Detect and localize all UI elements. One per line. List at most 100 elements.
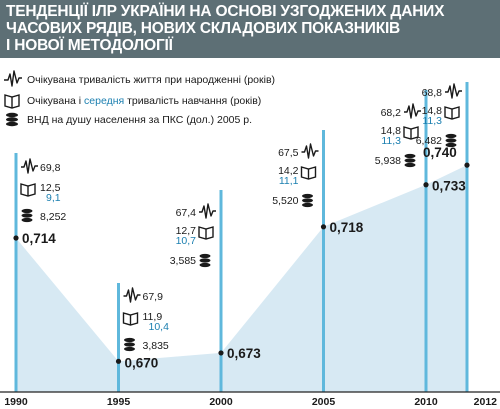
- x-tick-1990: 1990: [4, 396, 28, 408]
- expected-schooling-2012: 14,8: [422, 105, 443, 117]
- gni-icon-2000-coin-2: [199, 262, 211, 268]
- gni-icon-2010: [404, 153, 416, 168]
- life-icon-1990: [21, 158, 38, 174]
- hdi-point-1995: [115, 358, 122, 364]
- life-value-2005: 67,5: [278, 147, 299, 159]
- gni-value-2010: 5,938: [375, 155, 401, 167]
- gni-icon-1995-coin-2: [124, 346, 135, 352]
- life-value-2010: 68,2: [381, 107, 402, 119]
- hdi-point-2000: [218, 350, 224, 356]
- mean-schooling-2000: 10,7: [176, 235, 197, 247]
- hdi-point-2010: [423, 182, 429, 188]
- chart-title-line-2: ЧАСОВИХ РЯДІВ, НОВИХ СКЛАДОВИХ ПОКАЗНИКІ…: [6, 20, 401, 37]
- hdi-label-2005: 0,718: [330, 220, 364, 235]
- expected-schooling-1990: 12,5: [40, 182, 61, 194]
- x-tick-2000: 2000: [209, 396, 233, 408]
- expected-schooling-2005: 14,2: [278, 165, 299, 177]
- gni-icon-1995-coin-0: [124, 337, 135, 343]
- gni-icon-1995: [124, 337, 135, 352]
- life-icon-2010: [404, 103, 421, 119]
- life-value-1990: 69,8: [40, 162, 61, 174]
- gni-icon-2005: [302, 193, 313, 208]
- gni-icon-2012-coin-2: [445, 142, 457, 148]
- title-banner: ТЕНДЕНЦІЇ ІЛР УКРАЇНИ НА ОСНОВІ УЗГОДЖЕН…: [0, 0, 500, 58]
- gni-icon-2000-coin-1: [199, 258, 211, 263]
- expected-schooling-1995: 11,9: [143, 311, 163, 323]
- hdi-label-2012: 0,740: [423, 145, 457, 160]
- year-bar-2012: [465, 82, 469, 392]
- chart-title-line-3: І НОВОЇ МЕТОДОЛОГІЇ: [6, 37, 173, 54]
- year-bar-2005: [322, 130, 325, 392]
- legend: Очікувана тривалість життя при народженн…: [4, 70, 275, 127]
- year-bar-1990: [14, 153, 18, 392]
- gni-icon-1990-coin-0: [21, 208, 33, 214]
- gni-icon-2012-coin-0: [445, 133, 457, 139]
- gni-icon-1995-coin-1: [124, 342, 135, 347]
- gni-icon-2005-coin-0: [302, 193, 313, 199]
- life-value-2012: 68,8: [422, 87, 443, 99]
- life-icon-2005: [301, 143, 319, 159]
- legend-gni-label: ВНД на душу населення за ПКС (дол.) 2005…: [27, 114, 252, 126]
- gni-value-2005: 5,520: [272, 195, 298, 207]
- year-bar-1995: [117, 283, 120, 392]
- x-tick-1995: 1995: [107, 396, 131, 408]
- edu-icon-2005: [300, 166, 317, 180]
- x-tick-2012: 2012: [474, 396, 498, 408]
- mean-schooling-1990: 9,1: [46, 192, 61, 204]
- legend-edu-prefix: Очікувана і: [27, 95, 81, 107]
- plot-area: 0,714 0,670 0,673 0,718 0,733 0,740 1990 1995 20…: [0, 82, 500, 408]
- mean-schooling-2005: 11,1: [279, 175, 299, 187]
- gni-icon-1990-coin-1: [21, 213, 33, 218]
- gni-value-1990: 8,252: [40, 211, 66, 223]
- gni-value-2012: 6,482: [416, 135, 442, 147]
- legend-heartbeat-icon: [4, 70, 22, 87]
- edu-icon-2000: [198, 226, 214, 240]
- hdi-label-2010: 0,733: [432, 179, 466, 194]
- edu-icon-1995: [122, 312, 139, 326]
- mean-schooling-2012: 11,3: [422, 115, 442, 127]
- hdi-label-1995: 0,670: [125, 355, 159, 370]
- edu-icon-2010: [403, 126, 419, 140]
- hdi-point-2012: [464, 162, 470, 168]
- mean-schooling-1995: 10,4: [149, 321, 170, 333]
- legend-life-label: Очікувана тривалість життя при народженн…: [27, 74, 275, 86]
- expected-schooling-2000: 12,7: [176, 225, 197, 237]
- gni-icon-2012-coin-1: [445, 138, 457, 143]
- gni-value-2000: 3,585: [170, 255, 196, 267]
- gni-value-1995: 3,835: [143, 340, 169, 352]
- x-tick-2010: 2010: [414, 396, 438, 408]
- gni-icon-2000: [199, 253, 211, 268]
- year-bar-2000: [219, 190, 223, 392]
- gni-icon-2005-coin-2: [302, 202, 313, 208]
- edu-icon-1990: [20, 183, 36, 197]
- gni-icon-2010-coin-2: [404, 162, 416, 168]
- legend-book-icon: [4, 94, 20, 109]
- hdi-point-2005: [320, 224, 327, 230]
- life-icon-1995: [123, 287, 141, 303]
- hdi-area: [16, 165, 467, 392]
- mean-schooling-2010: 11,3: [381, 135, 401, 147]
- legend-edu-accent: середня: [84, 95, 124, 107]
- legend-coins-icon: [6, 112, 18, 127]
- life-icon-2000: [199, 203, 216, 219]
- legend-edu-suffix: тривалість навчання (років): [127, 95, 261, 107]
- life-icon-2012: [445, 83, 462, 99]
- svg-text:Очікувана і середня: Очікувана і середня тривалість навчання …: [27, 95, 261, 107]
- hdi-point-1990: [13, 235, 19, 241]
- gni-icon-2005-coin-1: [302, 198, 313, 203]
- life-value-2000: 67,4: [176, 207, 197, 219]
- expected-schooling-2010: 14,8: [381, 125, 402, 137]
- gni-icon-2010-coin-0: [404, 153, 416, 159]
- gni-icon-2010-coin-1: [404, 158, 416, 163]
- life-value-1995: 67,9: [143, 291, 164, 303]
- gni-icon-1990: [21, 208, 33, 223]
- x-tick-2005: 2005: [312, 396, 336, 408]
- gni-icon-2012: [445, 133, 457, 148]
- hdi-label-1990: 0,714: [22, 231, 56, 246]
- gni-icon-2000-coin-0: [199, 253, 211, 259]
- year-bar-2010: [424, 90, 428, 392]
- chart-title-line-1: ТЕНДЕНЦІЇ ІЛР УКРАЇНИ НА ОСНОВІ УЗГОДЖЕН…: [6, 3, 445, 20]
- hdi-label-2000: 0,673: [227, 346, 261, 361]
- edu-icon-2012: [444, 106, 460, 120]
